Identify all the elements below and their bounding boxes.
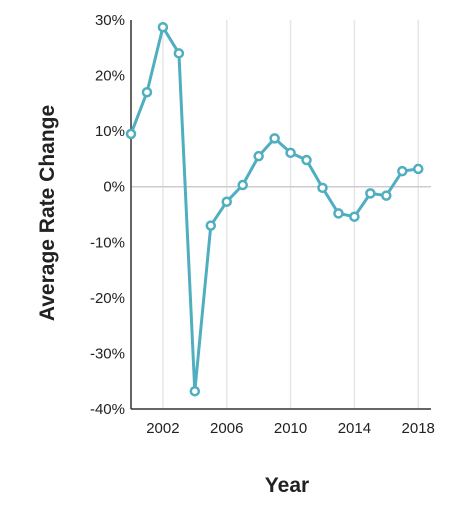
y-axis-title: Average Rate Change — [36, 105, 59, 321]
x-tick-label: 2002 — [146, 420, 179, 437]
data-point — [397, 165, 408, 177]
data-point — [125, 128, 137, 140]
data-point — [317, 182, 328, 194]
data-point — [412, 163, 424, 175]
data-point — [285, 147, 296, 159]
data-point — [141, 86, 153, 98]
data-point — [381, 190, 392, 201]
points-layer — [125, 21, 424, 397]
y-tick-label: 0% — [103, 179, 125, 196]
x-axis-title: Year — [265, 474, 309, 497]
x-tick-label: 2014 — [338, 420, 371, 437]
y-tick-label: 30% — [95, 12, 125, 29]
series-line — [129, 25, 420, 393]
tick-labels-layer: 30% 20% 10% 0% -10% -20% -30% -40% 2002 2006 2010 2… — [90, 12, 435, 437]
y-tick-label: -40% — [90, 401, 125, 418]
data-point — [157, 21, 169, 33]
series-layer — [129, 25, 420, 393]
y-tick-label: -20% — [90, 290, 125, 307]
data-point — [365, 188, 376, 199]
y-tick-label: 10% — [95, 123, 125, 140]
data-point — [189, 385, 201, 397]
y-tick-label: -30% — [90, 345, 125, 362]
data-point — [221, 196, 232, 207]
grid-layer — [162, 20, 419, 409]
data-point — [173, 48, 185, 59]
y-tick-label: 20% — [95, 68, 125, 85]
data-point — [253, 150, 264, 162]
data-point — [205, 220, 217, 231]
axes-layer — [130, 20, 431, 410]
data-point — [333, 208, 344, 219]
data-point — [269, 133, 280, 144]
x-tick-label: 2006 — [210, 420, 243, 437]
x-tick-label: 2018 — [402, 420, 435, 437]
data-point — [349, 211, 360, 222]
x-tick-label: 2010 — [274, 420, 307, 437]
data-point — [301, 154, 312, 166]
y-tick-label: -10% — [90, 234, 125, 251]
data-point — [237, 179, 248, 191]
